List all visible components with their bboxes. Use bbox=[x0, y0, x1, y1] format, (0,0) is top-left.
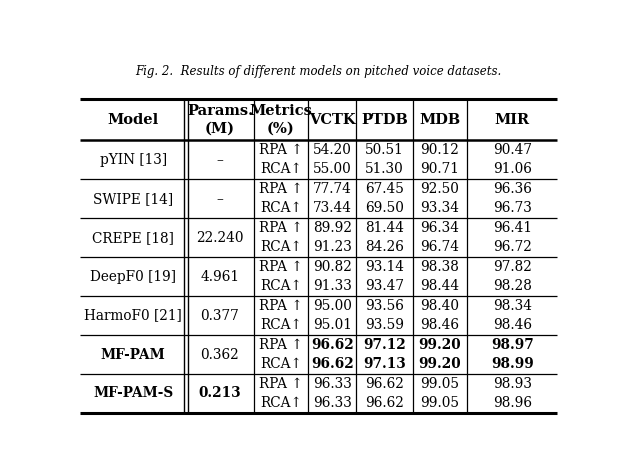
Text: 96.62: 96.62 bbox=[365, 377, 404, 391]
Text: 91.33: 91.33 bbox=[313, 279, 351, 293]
Text: 98.97: 98.97 bbox=[491, 338, 534, 352]
Text: 98.40: 98.40 bbox=[420, 299, 460, 313]
Text: CREPE [18]: CREPE [18] bbox=[92, 231, 174, 245]
Text: 90.47: 90.47 bbox=[493, 144, 532, 158]
Text: 96.33: 96.33 bbox=[313, 377, 351, 391]
Text: 22.240: 22.240 bbox=[196, 231, 244, 245]
Text: RPA ↑: RPA ↑ bbox=[259, 260, 303, 274]
Text: 92.50: 92.50 bbox=[420, 182, 460, 196]
Text: 96.62: 96.62 bbox=[365, 396, 404, 410]
Text: 93.56: 93.56 bbox=[365, 299, 404, 313]
Text: RPA ↑: RPA ↑ bbox=[259, 377, 303, 391]
Text: RCA↑: RCA↑ bbox=[260, 162, 302, 176]
Text: 98.99: 98.99 bbox=[491, 357, 534, 371]
Text: PTDB: PTDB bbox=[361, 113, 408, 127]
Text: MF-PAM-S: MF-PAM-S bbox=[93, 386, 174, 400]
Text: Model: Model bbox=[108, 113, 159, 127]
Text: MF-PAM: MF-PAM bbox=[101, 348, 165, 362]
Text: 99.05: 99.05 bbox=[420, 377, 460, 391]
Text: 98.34: 98.34 bbox=[493, 299, 532, 313]
Text: RPA ↑: RPA ↑ bbox=[259, 299, 303, 313]
Text: 98.44: 98.44 bbox=[420, 279, 460, 293]
Text: 50.51: 50.51 bbox=[365, 144, 404, 158]
Text: RCA↑: RCA↑ bbox=[260, 279, 302, 293]
Text: 99.05: 99.05 bbox=[420, 396, 460, 410]
Text: 96.34: 96.34 bbox=[420, 221, 460, 235]
Text: 96.74: 96.74 bbox=[420, 240, 460, 254]
Text: 81.44: 81.44 bbox=[365, 221, 404, 235]
Text: –: – bbox=[216, 192, 223, 206]
Text: 98.28: 98.28 bbox=[493, 279, 532, 293]
Text: SWIPE [14]: SWIPE [14] bbox=[93, 192, 174, 206]
Text: 0.362: 0.362 bbox=[200, 348, 239, 362]
Text: 96.33: 96.33 bbox=[313, 396, 351, 410]
Text: –: – bbox=[216, 153, 223, 167]
Text: 54.20: 54.20 bbox=[313, 144, 351, 158]
Text: 90.12: 90.12 bbox=[420, 144, 460, 158]
Text: 73.44: 73.44 bbox=[313, 201, 352, 215]
Text: 0.213: 0.213 bbox=[198, 386, 241, 400]
Text: 90.71: 90.71 bbox=[420, 162, 460, 176]
Text: RCA↑: RCA↑ bbox=[260, 318, 302, 332]
Text: 98.38: 98.38 bbox=[420, 260, 460, 274]
Text: Metrics
(%): Metrics (%) bbox=[249, 104, 312, 135]
Text: 95.01: 95.01 bbox=[313, 318, 351, 332]
Text: RPA ↑: RPA ↑ bbox=[259, 338, 303, 352]
Text: 67.45: 67.45 bbox=[365, 182, 404, 196]
Text: 98.96: 98.96 bbox=[493, 396, 532, 410]
Text: RPA ↑: RPA ↑ bbox=[259, 221, 303, 235]
Text: RPA ↑: RPA ↑ bbox=[259, 182, 303, 196]
Text: 69.50: 69.50 bbox=[365, 201, 404, 215]
Text: 96.62: 96.62 bbox=[311, 338, 354, 352]
Text: Fig. 2.  Results of different models on pitched voice datasets.: Fig. 2. Results of different models on p… bbox=[136, 65, 502, 78]
Text: 98.93: 98.93 bbox=[493, 377, 532, 391]
Text: 4.961: 4.961 bbox=[200, 270, 239, 284]
Text: MDB: MDB bbox=[419, 113, 460, 127]
Text: 96.62: 96.62 bbox=[311, 357, 354, 371]
Text: 99.20: 99.20 bbox=[419, 357, 462, 371]
Text: RCA↑: RCA↑ bbox=[260, 240, 302, 254]
Text: 96.36: 96.36 bbox=[493, 182, 532, 196]
Text: HarmoF0 [21]: HarmoF0 [21] bbox=[85, 308, 182, 322]
Text: VCTK: VCTK bbox=[309, 113, 356, 127]
Text: 98.46: 98.46 bbox=[493, 318, 532, 332]
Text: RCA↑: RCA↑ bbox=[260, 396, 302, 410]
Text: 98.46: 98.46 bbox=[420, 318, 460, 332]
Text: 0.377: 0.377 bbox=[200, 308, 239, 322]
Text: 93.14: 93.14 bbox=[365, 260, 404, 274]
Text: 97.12: 97.12 bbox=[363, 338, 406, 352]
Text: 93.59: 93.59 bbox=[365, 318, 404, 332]
Text: 97.13: 97.13 bbox=[363, 357, 406, 371]
Text: 55.00: 55.00 bbox=[313, 162, 351, 176]
Text: 51.30: 51.30 bbox=[365, 162, 404, 176]
Text: 95.00: 95.00 bbox=[313, 299, 351, 313]
Text: 91.23: 91.23 bbox=[313, 240, 351, 254]
Text: 96.41: 96.41 bbox=[493, 221, 532, 235]
Text: 89.92: 89.92 bbox=[313, 221, 352, 235]
Text: 77.74: 77.74 bbox=[313, 182, 351, 196]
Text: MIR: MIR bbox=[494, 113, 530, 127]
Text: pYIN [13]: pYIN [13] bbox=[100, 153, 167, 167]
Text: 84.26: 84.26 bbox=[365, 240, 404, 254]
Text: 96.72: 96.72 bbox=[493, 240, 532, 254]
Text: RPA ↑: RPA ↑ bbox=[259, 144, 303, 158]
Text: 91.06: 91.06 bbox=[493, 162, 532, 176]
Text: Params.
(M): Params. (M) bbox=[187, 104, 253, 135]
Text: 96.73: 96.73 bbox=[493, 201, 532, 215]
Text: 93.34: 93.34 bbox=[420, 201, 460, 215]
Text: DeepF0 [19]: DeepF0 [19] bbox=[90, 270, 176, 284]
Text: 93.47: 93.47 bbox=[365, 279, 404, 293]
Text: 97.82: 97.82 bbox=[493, 260, 532, 274]
Text: RCA↑: RCA↑ bbox=[260, 201, 302, 215]
Text: RCA↑: RCA↑ bbox=[260, 357, 302, 371]
Text: 99.20: 99.20 bbox=[419, 338, 462, 352]
Text: 90.82: 90.82 bbox=[313, 260, 351, 274]
